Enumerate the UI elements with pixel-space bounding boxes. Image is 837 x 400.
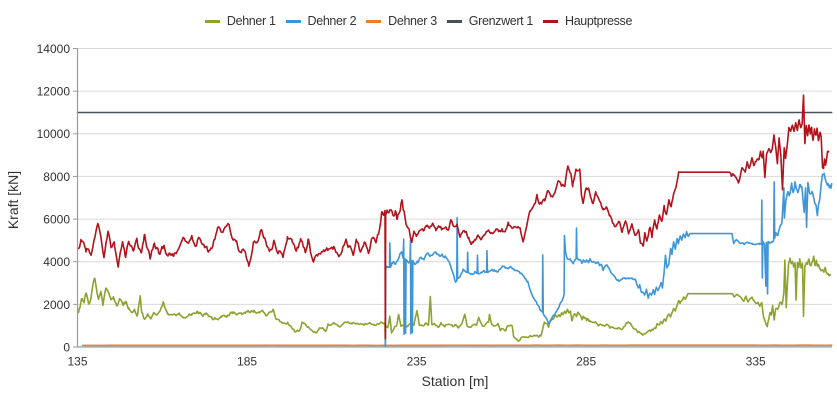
x-tick-label: 135 [67,355,87,369]
x-tick-labels: 135 185 235 285 335 [67,355,766,369]
y-axis-ticks [73,48,78,348]
y-axis-title: Kraft [kN] [5,171,21,229]
x-tick-label: 335 [746,355,766,369]
x-tick-label: 185 [237,355,257,369]
y-tick-label: 0 [63,340,70,354]
y-tick-label: 14000 [37,42,71,56]
y-tick-label: 8000 [43,170,70,184]
axes [76,48,832,348]
x-tick-label: 285 [576,355,596,369]
y-tick-labels: 0 2000 4000 6000 8000 10000 12000 14000 [37,42,71,354]
y-tick-label: 4000 [43,255,70,269]
y-tick-label: 6000 [43,212,70,226]
series-lines [76,94,833,348]
y-tick-label: 10000 [37,127,71,141]
y-tick-label: 2000 [43,298,70,312]
x-tick-label: 235 [407,355,427,369]
y-tick-label: 12000 [37,85,71,99]
series-line-dehner-2 [384,172,833,348]
y-gridlines [77,48,832,305]
series-line-hauptpresse [77,94,830,340]
x-axis-title: Station [m] [422,373,489,389]
series-line-dehner-1 [77,255,832,345]
